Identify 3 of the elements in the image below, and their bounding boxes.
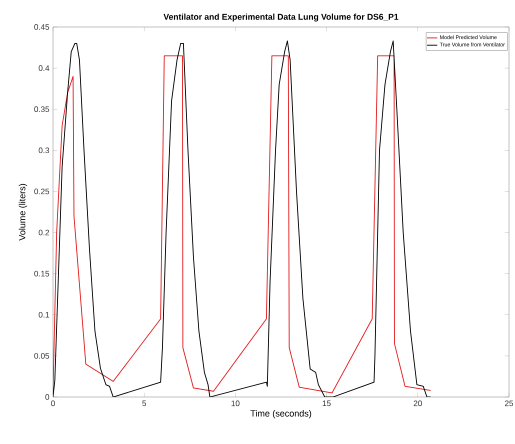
x-axis-title: Time (seconds)	[250, 410, 312, 418]
chart-title: Ventilator and Experimental Data Lung Volume for DS6_P1	[164, 14, 398, 22]
y-axis-title: Volume (liters)	[18, 184, 28, 241]
